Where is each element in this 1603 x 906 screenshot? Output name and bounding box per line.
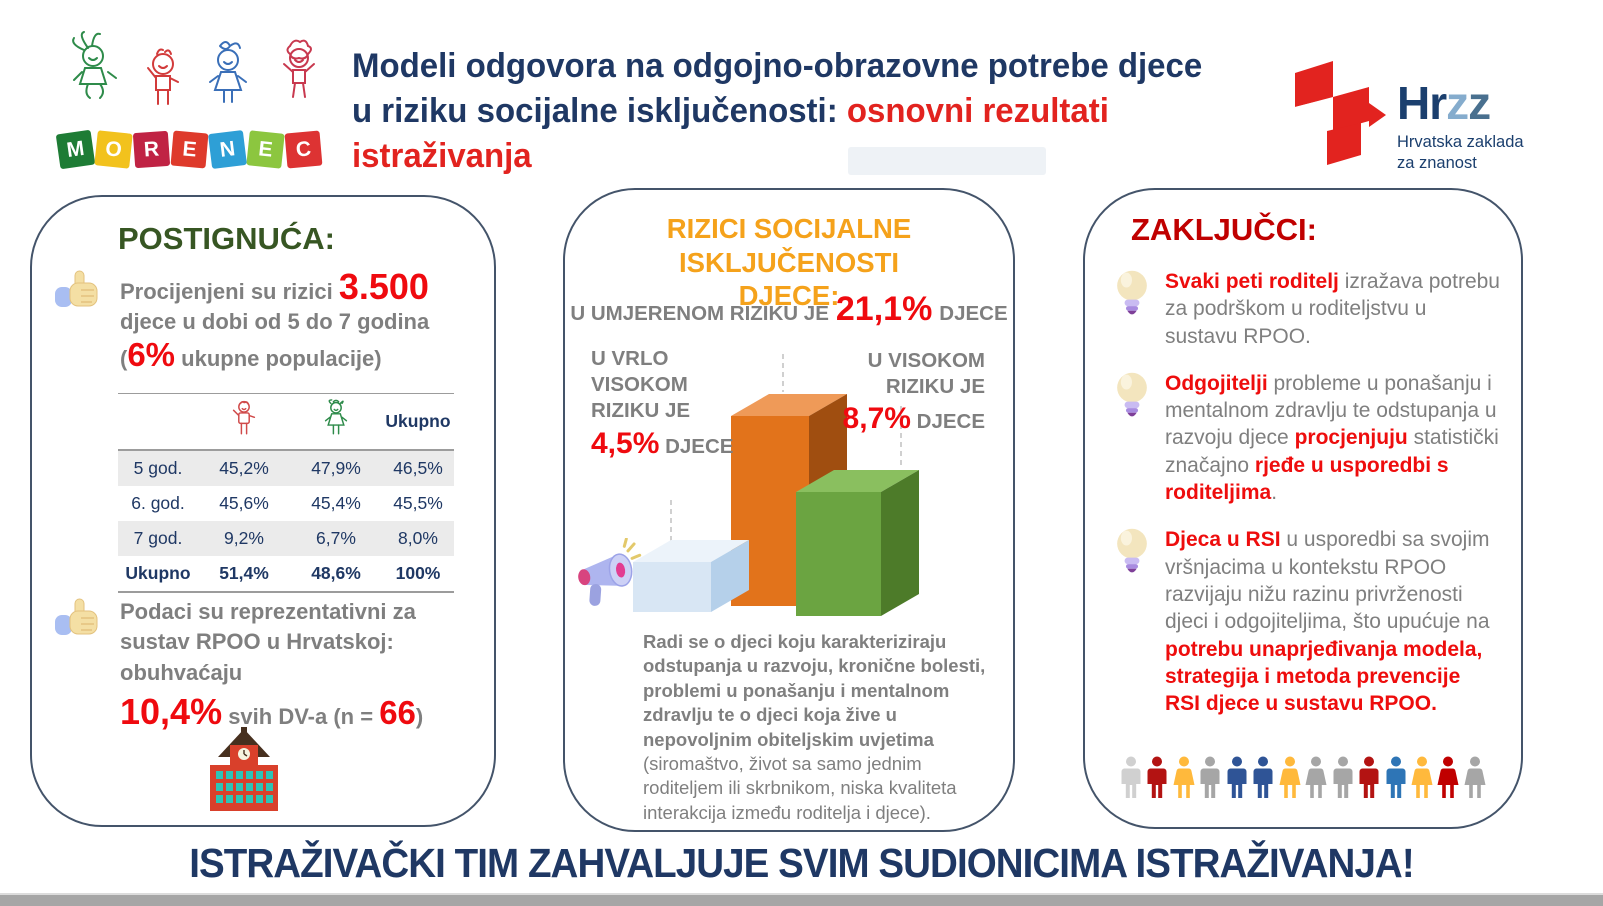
person-icon (1279, 756, 1301, 798)
title-red-part: osnovni rezultati istraživanja (352, 92, 1109, 176)
conclusion-text: Svaki peti roditelj izražava potrebu za … (1165, 270, 1500, 348)
panel-conclusions: ZAKLJUČCI: Svaki peti roditelj izražava … (1083, 188, 1523, 829)
person-icon (1227, 756, 1247, 798)
people-row (1119, 755, 1487, 801)
table-row: 6. god. 45,6% 45,4% 45,5% (131, 492, 443, 513)
person-icon (1147, 756, 1167, 798)
value-n66: 66 (379, 694, 416, 732)
lightbulb-icon (1117, 529, 1147, 573)
table-row: 5 god. 45,2% 47,9% 46,5% (118, 449, 454, 486)
value-8-7pct: 8,7% (842, 402, 911, 436)
person-icon (1464, 756, 1486, 798)
value-4-5pct: 4,5% (591, 426, 660, 460)
conclusion-text: Odgojitelji probleme u ponašanju i menta… (1165, 371, 1499, 505)
person-icon (1411, 756, 1433, 798)
value-104pct: 10,4% (120, 691, 223, 733)
letter-block: O (94, 130, 133, 169)
conclusions-list: Svaki peti roditelj izražava potrebu za … (1111, 268, 1501, 717)
girl-icon (324, 398, 348, 435)
achievement-item-2: Podaci su reprezentativni za sustav RPOO… (54, 597, 478, 732)
title-navy-part: Modeli odgovora na odgojno-obrazovne pot… (352, 47, 1203, 131)
age-distribution-table: Ukupno 5 god. 45,2% 47,9% 46,5% 6. god. 45,6… (118, 393, 454, 593)
achievement-1-text: Procijenjeni su rizici 3.500 djece u dob… (120, 266, 430, 373)
letter-block: E (246, 130, 285, 169)
person-icon (1333, 756, 1353, 798)
person-icon (1305, 756, 1327, 798)
person-icon (1121, 756, 1141, 798)
boy-icon (232, 400, 256, 435)
risk-description: Radi se o djeci koju karakteriziraju ods… (643, 631, 986, 823)
children-doodles-icon (72, 31, 315, 105)
megaphone-icon (578, 538, 642, 606)
table-header-row: Ukupno (118, 393, 454, 450)
person-icon (1253, 756, 1273, 798)
value-21-1pct: 21,1% (835, 290, 933, 328)
thumbs-up-icon (55, 598, 98, 635)
bar-very-high-risk (633, 540, 749, 612)
letter-block: M (55, 129, 96, 170)
letter-block: N (207, 129, 248, 170)
kindergarten-building-icon (210, 727, 278, 811)
moderate-risk-stat: U UMJERENOM RIZIKU JE 21,1% DJECE (570, 290, 1008, 328)
person-icon (1437, 756, 1459, 798)
person-icon (1173, 756, 1195, 798)
hrzz-wordmark: Hrzz (1397, 77, 1491, 129)
footer-divider (0, 893, 1603, 895)
value-6pct: 6% (127, 335, 176, 373)
high-risk-stat: U VISOKOM RIZIKU JE 8,7% DJECE (842, 349, 985, 436)
letter-block: R (132, 130, 171, 169)
panel-risks: RIZICI SOCIJALNE ISKLJUČENOSTI DJECE: U … (563, 188, 1015, 832)
achievements-heading: POSTIGNUĆA: (118, 221, 335, 256)
panel-achievements: POSTIGNUĆA: Procijenjeni su rizici 3.500… (30, 195, 496, 827)
table-header-total: Ukupno (385, 410, 451, 431)
lightbulb-icon (1117, 372, 1147, 417)
risk-bar-chart: U VRLO VISOKOM RIZIKU JE 4,5% DJECE U VI… (565, 338, 1013, 628)
hrzz-subtitle: Hrvatska zaklada za znanost (1397, 133, 1524, 173)
3d-bar-chart (633, 354, 919, 616)
achievement-item-1: Procijenjeni su rizici 3.500 djece u dob… (54, 269, 466, 374)
letter-block: C (284, 130, 323, 169)
conclusion-item: Svaki peti roditelj izražava potrebu za … (1111, 268, 1501, 350)
hrzz-logo: Hrzz Hrvatska zaklada za znanost (1283, 55, 1524, 174)
table-row: 7 god. 9,2% 6,7% 8,0% (118, 520, 454, 556)
conclusion-item: Djeca u RSI u usporedbi sa svojim vršnja… (1111, 526, 1501, 717)
conclusion-item: Odgojitelji probleme u ponašanju i menta… (1111, 370, 1501, 506)
person-icon (1200, 756, 1220, 798)
page-title: Modeli odgovora na odgojno-obrazovne pot… (352, 44, 1225, 180)
bar-high-risk (796, 470, 919, 616)
person-icon (1359, 756, 1379, 798)
person-icon (1386, 756, 1406, 798)
hrzz-checkerboard-icon (1295, 61, 1386, 165)
letter-block: E (170, 130, 209, 169)
faint-search-overlay (848, 147, 1046, 175)
risks-heading: RIZICI SOCIJALNE ISKLJUČENOSTI DJECE: (666, 213, 912, 312)
value-3500: 3.500 (338, 266, 429, 307)
achievement-2-text: Podaci su reprezentativni za sustav RPOO… (120, 599, 424, 733)
thumbs-up-icon (55, 270, 98, 307)
table-total-row: Ukupno 51,4% 48,6% 100% (118, 556, 454, 592)
very-high-risk-stat: U VRLO VISOKOM RIZIKU JE 4,5% DJECE (591, 347, 734, 460)
footer-gray-bar (0, 895, 1603, 906)
lightbulb-icon (1117, 270, 1147, 315)
conclusions-heading: ZAKLJUČCI: (1131, 212, 1317, 247)
conclusion-text: Djeca u RSI u usporedbi sa svojim vršnja… (1165, 528, 1490, 716)
footer-banner: ISTRAŽIVAČKI TIM ZAHVALJUJE SVIM SUDIONI… (189, 840, 1414, 886)
